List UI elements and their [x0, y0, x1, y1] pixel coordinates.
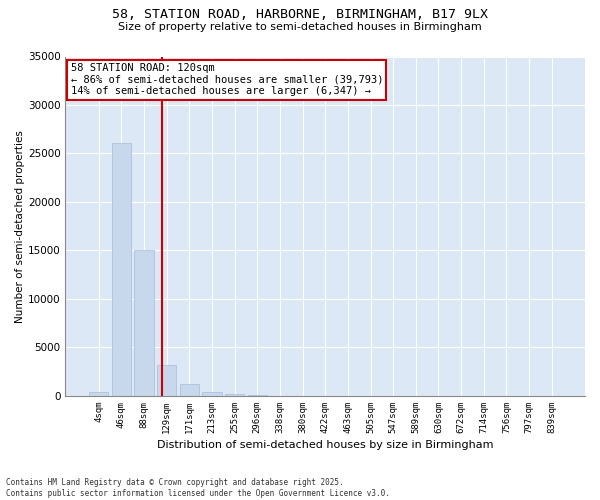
Bar	[202, 392, 221, 396]
X-axis label: Distribution of semi-detached houses by size in Birmingham: Distribution of semi-detached houses by …	[157, 440, 493, 450]
Bar	[89, 392, 108, 396]
Bar	[157, 365, 176, 396]
Bar	[112, 143, 131, 396]
Bar	[179, 384, 199, 396]
Bar	[225, 394, 244, 396]
Bar	[134, 250, 154, 396]
Y-axis label: Number of semi-detached properties: Number of semi-detached properties	[15, 130, 25, 322]
Text: Contains HM Land Registry data © Crown copyright and database right 2025.
Contai: Contains HM Land Registry data © Crown c…	[6, 478, 390, 498]
Bar	[248, 395, 267, 396]
Text: Size of property relative to semi-detached houses in Birmingham: Size of property relative to semi-detach…	[118, 22, 482, 32]
Text: 58 STATION ROAD: 120sqm
← 86% of semi-detached houses are smaller (39,793)
14% o: 58 STATION ROAD: 120sqm ← 86% of semi-de…	[71, 64, 383, 96]
Text: 58, STATION ROAD, HARBORNE, BIRMINGHAM, B17 9LX: 58, STATION ROAD, HARBORNE, BIRMINGHAM, …	[112, 8, 488, 20]
